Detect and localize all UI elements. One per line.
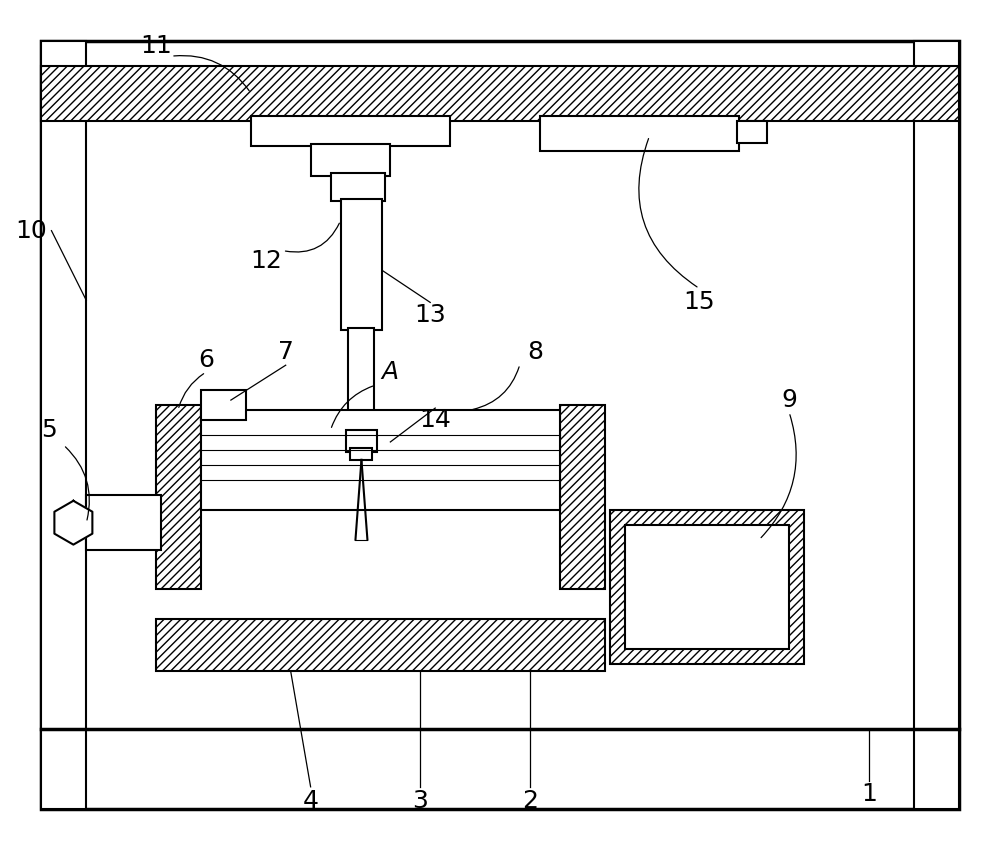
Bar [86, 494, 161, 550]
Text: 14: 14 [419, 408, 451, 432]
Bar [331, 173, 385, 200]
Bar [201, 410, 560, 510]
Text: 8: 8 [527, 341, 543, 365]
Bar [625, 525, 789, 649]
Bar [41, 41, 959, 808]
Bar [156, 405, 201, 589]
Text: 9: 9 [781, 388, 797, 412]
Text: 3: 3 [412, 789, 428, 813]
Text: 2: 2 [522, 789, 538, 813]
Bar [341, 199, 382, 330]
Bar [311, 144, 390, 175]
Text: 10: 10 [16, 218, 47, 243]
Text: 15: 15 [684, 291, 715, 315]
Bar [737, 121, 767, 143]
Bar [350, 448, 372, 460]
Bar [201, 390, 246, 420]
Bar [560, 405, 605, 589]
Text: 12: 12 [250, 249, 282, 273]
Bar [251, 116, 450, 146]
Bar [41, 66, 959, 121]
Text: 5: 5 [42, 418, 57, 442]
Text: 4: 4 [303, 789, 319, 813]
Bar [540, 116, 739, 150]
Bar [348, 329, 374, 430]
Text: 1: 1 [861, 782, 877, 806]
Text: 7: 7 [278, 341, 294, 365]
Text: 11: 11 [140, 34, 172, 58]
Bar [156, 619, 605, 671]
Bar [914, 41, 959, 808]
Text: A: A [382, 360, 399, 384]
Bar [346, 430, 377, 452]
Polygon shape [54, 501, 92, 544]
Bar [41, 41, 86, 808]
Text: 13: 13 [414, 304, 446, 328]
Bar [610, 510, 804, 664]
Text: 6: 6 [198, 348, 214, 372]
